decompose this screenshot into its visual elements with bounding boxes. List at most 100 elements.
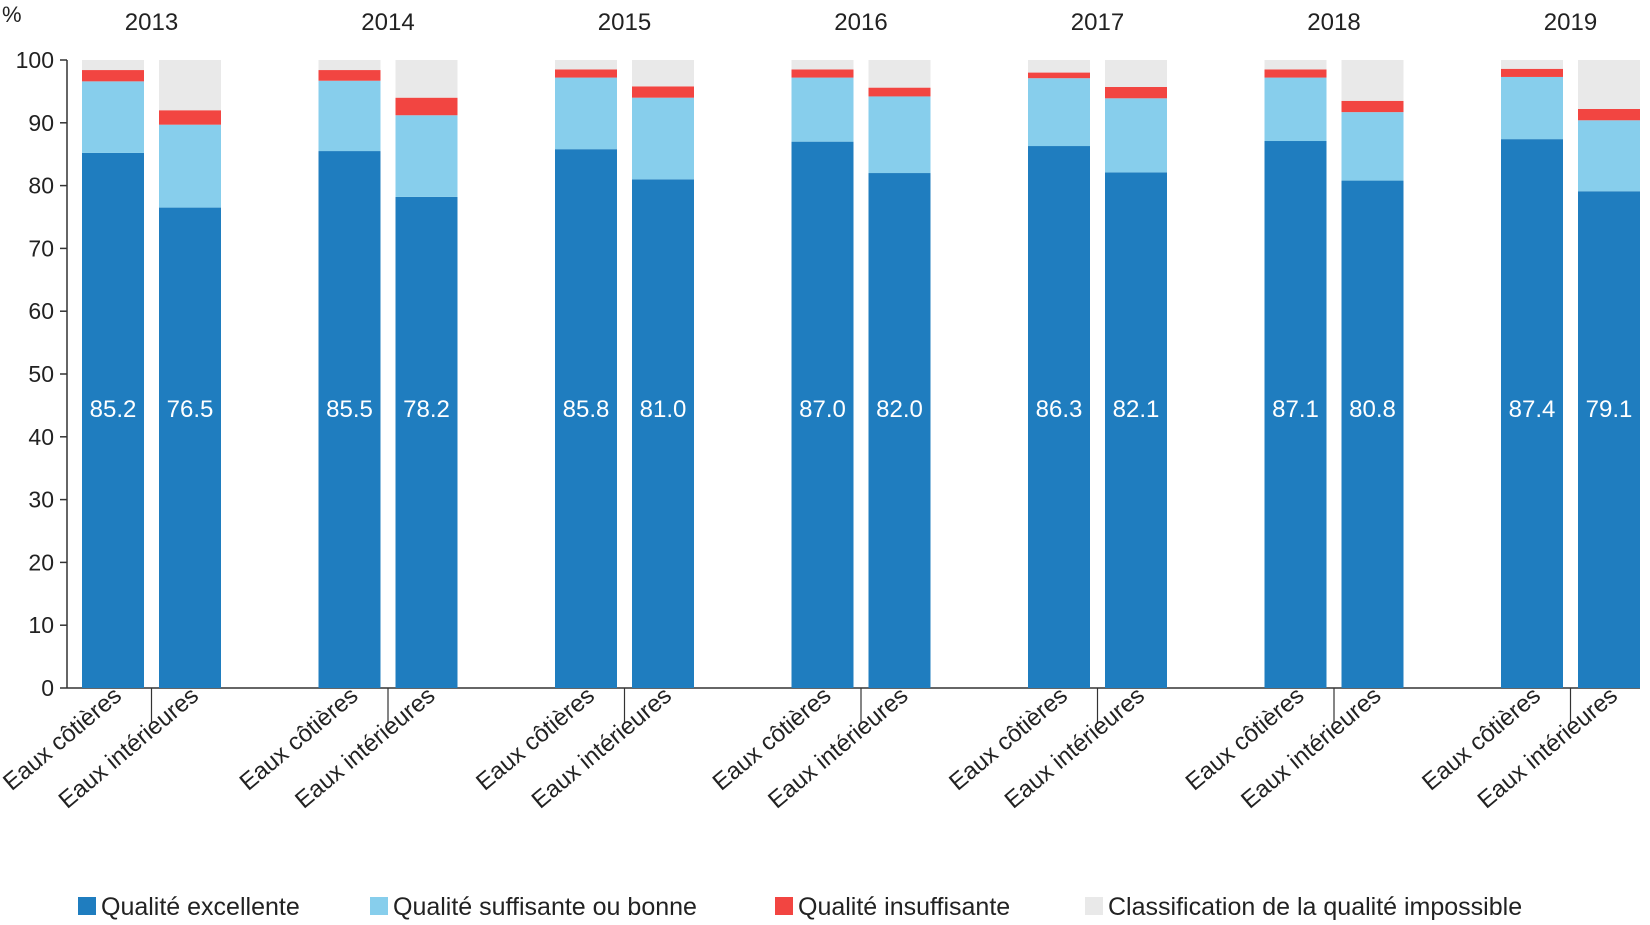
legend-label: Qualité excellente — [101, 893, 300, 921]
bar-2014-cotieres-s1 — [318, 80, 381, 152]
value-label: 78.2 — [403, 396, 450, 423]
bars — [82, 60, 1640, 689]
bar-2019-interieures-s3 — [1578, 60, 1640, 109]
category-label: Eaux intérieures — [290, 682, 440, 814]
bar-2013-cotieres-s0 — [82, 152, 144, 689]
bar-2015-interieures-s1 — [632, 97, 694, 180]
legend-label: Qualité suffisante ou bonne — [393, 893, 697, 921]
year-label: 2017 — [1071, 9, 1124, 36]
bar-2013-interieures-s0 — [159, 207, 221, 688]
y-tick-label: 100 — [16, 47, 54, 73]
value-label: 82.0 — [876, 396, 923, 423]
bar-2013-cotieres-s1 — [82, 81, 144, 153]
y-axis-unit-label: % — [2, 2, 22, 27]
bar-2018-cotieres-s0 — [1264, 141, 1327, 689]
bar-2017-cotieres-s2 — [1028, 72, 1090, 79]
bar-2016-interieures-s2 — [868, 87, 931, 97]
bar-2019-interieures-s2 — [1578, 108, 1640, 121]
bar-2013-cotieres-s2 — [82, 70, 144, 82]
y-tick-label: 60 — [28, 298, 54, 324]
year-label: 2016 — [834, 9, 887, 36]
bar-2016-cotieres-s2 — [791, 69, 854, 78]
legend: Qualité excellente Qualité suffisante ou … — [78, 893, 1522, 921]
bar-2017-cotieres-s3 — [1028, 60, 1090, 73]
bar-2018-cotieres-s3 — [1264, 60, 1327, 70]
y-tick-label: 10 — [28, 612, 54, 638]
y-tick-label: 0 — [41, 675, 54, 701]
bar-2013-interieures-s1 — [159, 124, 221, 208]
bar-2016-cotieres-s0 — [791, 141, 854, 688]
bar-2016-cotieres-s3 — [791, 60, 854, 70]
bar-2015-cotieres-s0 — [555, 149, 617, 688]
bar-2014-interieures-s0 — [395, 196, 458, 689]
year-label: 2015 — [598, 9, 651, 36]
value-label: 82.1 — [1113, 396, 1160, 423]
bar-2014-interieures-s3 — [395, 60, 458, 98]
bar-2019-interieures-s0 — [1578, 191, 1640, 688]
value-label: 79.1 — [1586, 396, 1633, 423]
bar-2014-cotieres-s0 — [318, 151, 381, 688]
bar-2019-cotieres-s1 — [1501, 76, 1563, 140]
bar-2015-interieures-s3 — [632, 60, 694, 87]
legend-swatch — [78, 897, 96, 915]
bar-2015-cotieres-s2 — [555, 69, 617, 78]
bar-2015-interieures-s0 — [632, 179, 694, 688]
bar-2019-cotieres-s3 — [1501, 60, 1563, 69]
legend-label: Qualité insuffisante — [798, 893, 1010, 921]
value-label: 87.4 — [1509, 396, 1556, 423]
bar-2014-cotieres-s3 — [318, 60, 381, 71]
bar-2017-cotieres-s0 — [1028, 146, 1090, 688]
y-tick-label: 80 — [28, 173, 54, 199]
legend-label: Classification de la qualité impossible — [1108, 893, 1522, 921]
bar-2017-cotieres-s1 — [1028, 78, 1090, 147]
y-tick-label: 30 — [28, 487, 54, 513]
bar-2016-cotieres-s1 — [791, 77, 854, 142]
legend-swatch — [370, 897, 388, 915]
y-tick-label: 90 — [28, 110, 54, 136]
bar-2019-interieures-s1 — [1578, 120, 1640, 192]
bar-2014-interieures-s1 — [395, 115, 458, 197]
value-label: 85.5 — [326, 396, 373, 423]
bar-2013-interieures-s2 — [159, 110, 221, 125]
value-label: 87.0 — [799, 396, 846, 423]
bar-2017-interieures-s2 — [1105, 87, 1167, 99]
bar-2016-interieures-s3 — [868, 60, 931, 88]
bar-2018-cotieres-s1 — [1264, 77, 1327, 142]
bar-2018-interieures-s2 — [1341, 100, 1404, 113]
value-label: 87.1 — [1272, 396, 1319, 423]
bar-2016-interieures-s1 — [868, 96, 931, 174]
bar-2016-interieures-s0 — [868, 173, 931, 689]
category-label: Eaux intérieures — [1000, 682, 1150, 814]
value-label: 85.2 — [90, 396, 137, 423]
value-label: 76.5 — [167, 396, 214, 423]
bar-2018-cotieres-s2 — [1264, 69, 1327, 78]
y-tick-label: 20 — [28, 549, 54, 575]
year-label: 2019 — [1544, 9, 1597, 36]
bar-2014-cotieres-s2 — [318, 70, 381, 81]
y-tick-label: 40 — [28, 424, 54, 450]
bar-2014-interieures-s2 — [395, 97, 458, 116]
year-label: 2014 — [361, 9, 414, 36]
legend-swatch — [1085, 897, 1103, 915]
y-tick-label: 50 — [28, 361, 54, 387]
year-label: 2018 — [1307, 9, 1360, 36]
bar-2017-interieures-s0 — [1105, 172, 1167, 689]
y-tick-label: 70 — [28, 235, 54, 261]
legend-swatch — [775, 897, 793, 915]
bar-2015-cotieres-s3 — [555, 60, 617, 70]
bar-2019-cotieres-s2 — [1501, 68, 1563, 77]
category-label: Eaux intérieures — [527, 682, 677, 814]
bar-2013-interieures-s3 — [159, 60, 221, 111]
bar-2018-interieures-s1 — [1341, 112, 1404, 181]
bar-2018-interieures-s3 — [1341, 60, 1404, 101]
bar-2019-cotieres-s0 — [1501, 139, 1563, 689]
bar-2017-interieures-s3 — [1105, 60, 1167, 88]
category-label: Eaux intérieures — [763, 682, 913, 814]
value-label: 86.3 — [1036, 396, 1083, 423]
bar-2017-interieures-s1 — [1105, 98, 1167, 173]
value-label: 85.8 — [563, 396, 610, 423]
category-label: Eaux intérieures — [54, 682, 204, 814]
bar-2013-cotieres-s3 — [82, 60, 144, 71]
value-label: 81.0 — [640, 396, 687, 423]
